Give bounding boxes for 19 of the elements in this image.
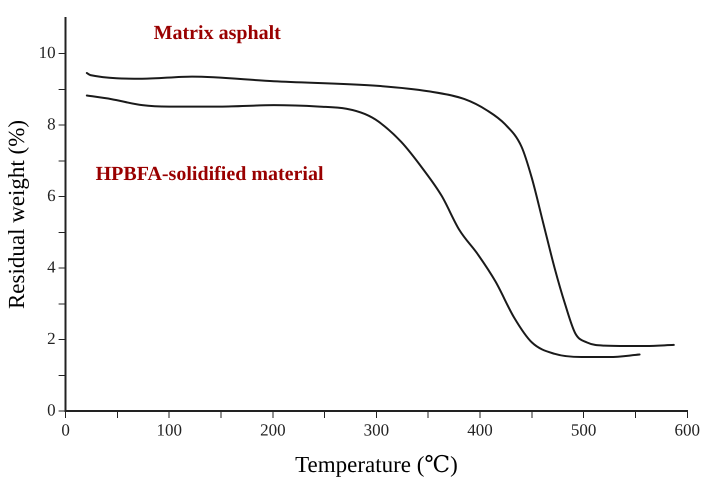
text: HPBFA-solidified material xyxy=(96,163,324,186)
line-series xyxy=(86,94,641,358)
y-tick-label: 10 xyxy=(38,43,56,62)
x-tick-label: 400 xyxy=(467,420,493,440)
x-tick-label: 600 xyxy=(674,420,700,440)
x-tick-label: 0 xyxy=(61,420,70,440)
y-axis-title: Residual weight (%) xyxy=(4,120,29,310)
y-tick-label: 8 xyxy=(47,114,56,134)
y-tick-label: 2 xyxy=(47,329,56,348)
y-tick-label: 6 xyxy=(47,186,56,206)
x-tick-label: 500 xyxy=(570,420,596,440)
x-tick-label: 300 xyxy=(364,420,390,440)
y-tick-label: 4 xyxy=(47,258,56,277)
x-tick-label: 100 xyxy=(156,420,182,440)
y-tick-label: 0 xyxy=(47,400,56,420)
x-tick-label: 200 xyxy=(260,420,286,440)
line-series xyxy=(86,72,675,347)
x-axis-title: Temperature (℃) xyxy=(295,452,458,478)
series-label: Matrix asphalt xyxy=(154,22,282,44)
